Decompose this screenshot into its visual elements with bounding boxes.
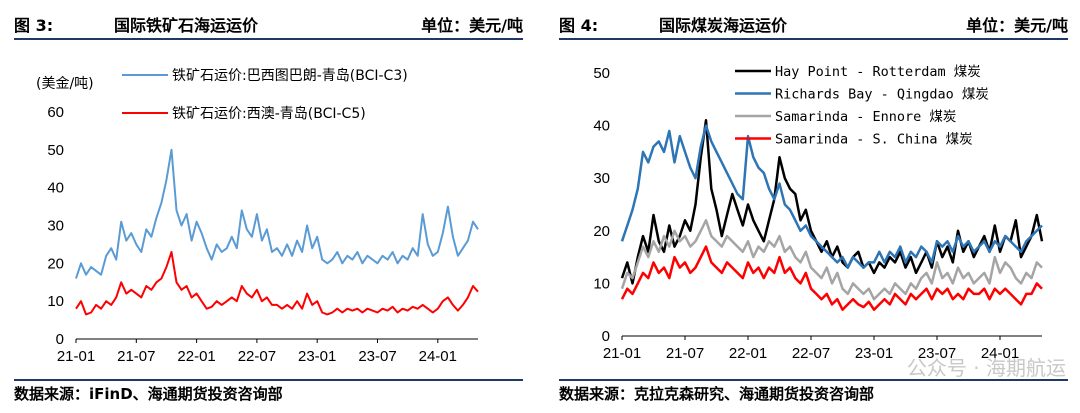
legend-label-1: Hay Point - Rotterdam 煤炭: [775, 64, 981, 80]
left-figure-unit: 单位：美元/吨: [421, 16, 523, 35]
y-tick-label: 10: [593, 275, 610, 292]
x-tick-label: 21-01: [57, 348, 95, 365]
y-tick-label: 20: [47, 255, 64, 272]
y-tick-label: 0: [602, 328, 610, 345]
series-line-3: [620, 219, 1043, 301]
left-source-note: 数据来源：iFinD、海通期货投资咨询部: [14, 385, 283, 403]
right-figure-label: 图 4:: [559, 16, 599, 35]
y-tick-label: 20: [593, 223, 610, 240]
y-axis-label: (美金/吨): [36, 76, 94, 92]
y-tick-label: 10: [47, 293, 64, 310]
y-tick-label: 40: [593, 118, 610, 135]
y-tick-label: 40: [47, 180, 64, 197]
left-figure-label: 图 3:: [14, 16, 54, 35]
right-footer-rule: [559, 379, 1068, 381]
x-tick-label: 21-07: [666, 345, 704, 362]
left-header-rule: [14, 38, 523, 40]
watermark: 公众号 · 海期航运: [906, 356, 1066, 380]
right-header-rule: [559, 38, 1068, 40]
right-figure-header: 图 4: 国际煤炭海运运价 单位：美元/吨: [559, 10, 1068, 36]
legend-label-2: Richards Bay - Qingdao 煤炭: [775, 87, 989, 103]
y-tick-label: 50: [47, 142, 64, 159]
y-tick-label: 60: [47, 104, 64, 121]
right-figure: 图 4: 国际煤炭海运运价 单位：美元/吨 0 10 20 30 40 50 21-01 21…: [545, 0, 1080, 413]
x-tick-label: 22-07: [792, 345, 830, 362]
y-tick-label: 30: [593, 170, 610, 187]
right-figure-unit: 单位：美元/吨: [966, 16, 1068, 35]
legend-label-1: 铁矿石运价:巴西图巴朗-青岛(BCI-C3): [172, 68, 408, 84]
series-line-4: [620, 245, 1043, 311]
left-footer-rule: [14, 379, 523, 381]
left-figure-title: 国际铁矿石海运运价: [114, 16, 259, 35]
x-tick-label: 23-01: [298, 348, 336, 365]
right-source-note: 数据来源：克拉克森研究、海通期货投资咨询部: [559, 385, 875, 403]
x-tick-label: 23-01: [855, 345, 893, 362]
left-figure: 图 3: 国际铁矿石海运运价 单位：美元/吨 0 10 20 30 40 50 60 21-0…: [0, 0, 535, 413]
series-line-2: [75, 251, 479, 316]
coal-freight-chart: 0 10 20 30 40 50 21-01 21-07 22-01 22-07 23-01 23-0…: [593, 64, 1044, 362]
legend-label-4: Samarinda - S. China 煤炭: [775, 132, 973, 148]
y-tick-label: 30: [47, 218, 64, 235]
x-tick-label: 23-07: [358, 348, 396, 365]
x-tick-label: 21-01: [603, 345, 641, 362]
x-tick-label: 22-07: [238, 348, 276, 365]
x-tick-label: 24-01: [981, 345, 1019, 362]
right-figure-title: 国际煤炭海运运价: [659, 16, 788, 35]
series-line-1: [75, 148, 479, 279]
x-tick-label: 21-07: [117, 348, 155, 365]
x-tick-label: 23-07: [918, 345, 956, 362]
y-tick-label: 0: [56, 331, 64, 348]
left-figure-header: 图 3: 国际铁矿石海运运价 单位：美元/吨: [14, 10, 523, 36]
iron-ore-freight-chart: 0 10 20 30 40 50 60 21-01 21-07 22-01 22-07 23-01 23…: [36, 68, 479, 365]
x-tick-label: 22-01: [729, 345, 767, 362]
legend-label-3: Samarinda - Ennore 煤炭: [775, 109, 956, 125]
y-tick-label: 50: [593, 65, 610, 82]
legend-label-2: 铁矿石运价:西澳-青岛(BCI-C5): [172, 106, 366, 122]
x-tick-label: 24-01: [419, 348, 457, 365]
x-tick-label: 22-01: [177, 348, 215, 365]
series-line-2: [620, 124, 1043, 269]
